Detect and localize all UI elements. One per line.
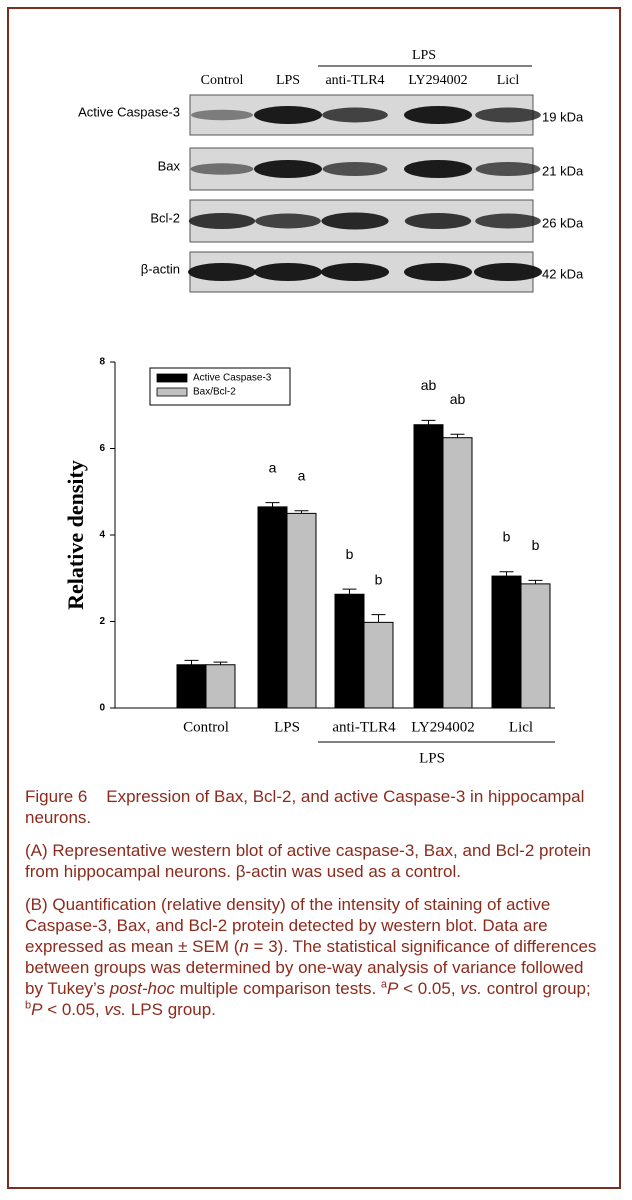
kda-label: 42 kDa — [542, 266, 584, 281]
significance-label: b — [503, 528, 511, 544]
text: multiple comparison tests. — [175, 979, 381, 998]
error-bar — [451, 434, 465, 437]
text: < 0.05, — [398, 979, 460, 998]
text: vs. — [104, 1000, 126, 1019]
lane-label: LPS — [276, 73, 300, 88]
blot-band — [321, 213, 388, 230]
blot-band — [191, 110, 253, 121]
blot-band — [255, 214, 321, 229]
bar — [492, 576, 521, 708]
blot-band — [254, 263, 322, 281]
error-bar — [529, 580, 543, 583]
row-label: β-actin — [141, 261, 180, 276]
bar — [521, 584, 550, 708]
significance-label: b — [346, 546, 354, 562]
row-label: Bcl-2 — [150, 210, 180, 225]
y-tick-label: 8 — [99, 357, 105, 368]
significance-label: ab — [450, 391, 466, 407]
significance-label: b — [532, 537, 540, 553]
significance-label: b — [375, 571, 383, 587]
text: < 0.05, — [42, 1000, 104, 1019]
caption-panel-b: (B) Quantification (relative density) of… — [25, 894, 605, 1020]
blot-band — [189, 213, 255, 229]
bar — [206, 665, 235, 708]
text: n — [239, 937, 248, 956]
blot-band — [323, 162, 388, 176]
text: P — [387, 979, 398, 998]
figure: LPS Control LPS anti-TLR4 LY294002 Licl Active… — [0, 0, 632, 780]
error-bar — [185, 660, 199, 664]
caption: Figure 6 Expression of Bax, Bcl-2, and a… — [25, 786, 605, 1032]
y-axis-label: Relative density — [63, 460, 88, 610]
error-bar — [343, 589, 357, 594]
error-bar — [372, 615, 386, 623]
bar — [443, 438, 472, 708]
significance-label: a — [298, 467, 306, 483]
lane-label: Control — [201, 73, 244, 88]
x-tick-label: LY294002 — [411, 719, 475, 735]
blot-band — [321, 263, 389, 281]
blot-band — [405, 213, 471, 229]
x-tick-label: Control — [183, 719, 229, 735]
lane-label: anti-TLR4 — [325, 73, 384, 88]
x-tick-label: Licl — [509, 719, 533, 735]
y-tick-label: 0 — [99, 703, 105, 714]
bar — [364, 622, 393, 708]
blot-band — [474, 263, 542, 281]
group-label: LPS — [419, 750, 445, 766]
kda-label: 19 kDa — [542, 109, 584, 124]
blot-band — [188, 263, 256, 281]
bar — [414, 425, 443, 708]
blot-band — [475, 214, 541, 229]
error-bar — [422, 420, 436, 424]
error-bar — [500, 572, 514, 576]
text: control group; — [482, 979, 591, 998]
x-tick-label: LPS — [274, 719, 300, 735]
row-label: Active Caspase-3 — [78, 104, 180, 119]
significance-label: a — [269, 459, 277, 475]
blot-band — [476, 162, 541, 176]
row-label: Bax — [158, 158, 181, 173]
blot-band — [404, 160, 472, 178]
y-tick-label: 2 — [99, 616, 105, 627]
blot-band — [404, 106, 472, 124]
y-tick-label: 4 — [99, 530, 105, 541]
legend-swatch — [157, 388, 187, 396]
blot-band — [254, 160, 322, 178]
blot-group-label: LPS — [412, 48, 436, 63]
bar — [335, 594, 364, 708]
legend-swatch — [157, 374, 187, 382]
legend-label: Active Caspase-3 — [193, 373, 272, 384]
text: LPS group. — [126, 1000, 216, 1019]
text: P — [31, 1000, 42, 1019]
bar — [258, 507, 287, 708]
lane-label: LY294002 — [408, 73, 467, 88]
text: post-hoc — [110, 979, 175, 998]
blot-band — [404, 263, 472, 281]
kda-label: 26 kDa — [542, 215, 584, 230]
kda-label: 21 kDa — [542, 163, 584, 178]
page: LPS Control LPS anti-TLR4 LY294002 Licl Active… — [0, 0, 632, 1200]
caption-title: Figure 6 Expression of Bax, Bcl-2, and a… — [25, 786, 605, 828]
x-tick-label: anti-TLR4 — [332, 719, 396, 735]
blot-band — [475, 108, 541, 123]
legend-label: Bax/Bcl-2 — [193, 387, 236, 398]
lane-label: Licl — [497, 73, 520, 88]
blot-band — [191, 163, 254, 175]
caption-panel-a: (A) Representative western blot of activ… — [25, 840, 605, 882]
blot-band — [322, 108, 388, 123]
error-bar — [266, 503, 280, 507]
bar — [177, 665, 206, 708]
significance-label: ab — [421, 377, 437, 393]
y-tick-label: 6 — [99, 443, 105, 454]
text: vs. — [460, 979, 482, 998]
bar — [287, 513, 316, 708]
blot-band — [254, 106, 322, 124]
